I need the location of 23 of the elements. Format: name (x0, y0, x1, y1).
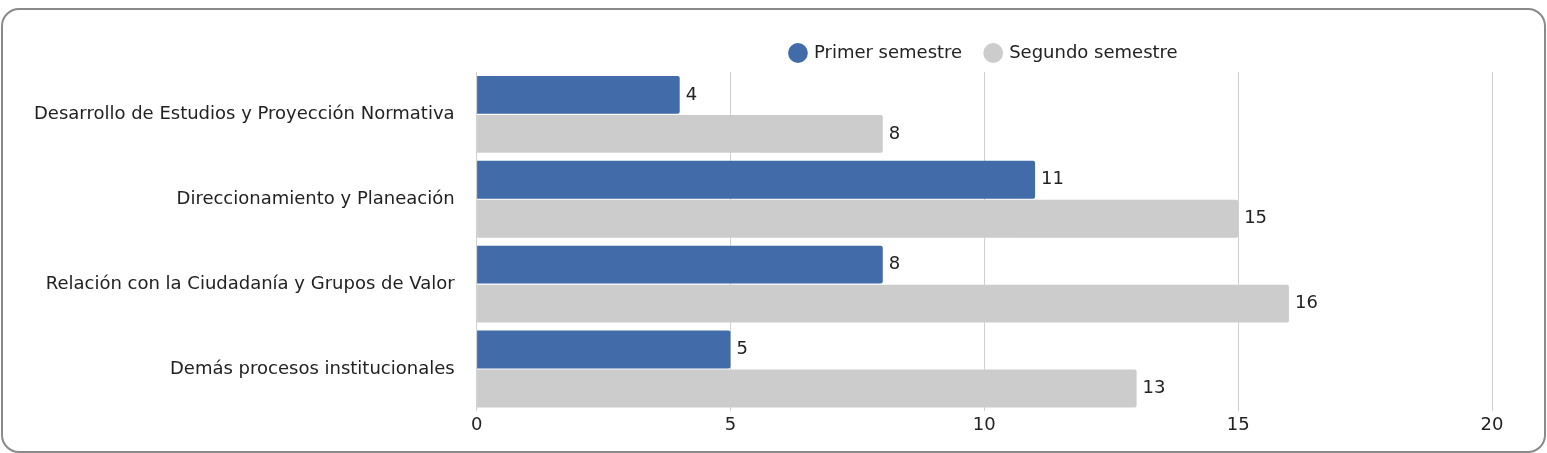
y-tick-label: Demás procesos institucionales (169, 356, 455, 378)
data-label: 16 (1294, 291, 1318, 313)
data-label: 5 (736, 337, 748, 359)
data-label: 4 (685, 82, 698, 104)
x-tick-label: 0 (470, 412, 483, 434)
data-label: 8 (888, 252, 901, 274)
data-label: 13 (1142, 376, 1166, 398)
x-tick-label: 15 (1226, 412, 1250, 434)
data-label: 15 (1244, 206, 1268, 228)
y-tick-label: Direccionamiento y Planeación (176, 186, 455, 208)
bar (477, 75, 680, 114)
data-label: 11 (1041, 167, 1064, 189)
bar (477, 330, 731, 369)
x-tick-label: 10 (972, 412, 996, 434)
y-tick-label: Relación con la Ciudadanía y Grupos de Valor (45, 271, 456, 293)
bar (477, 160, 1036, 199)
y-tick-label: Desarrollo de Estudios y Proyección Normativa (33, 102, 455, 124)
bar (477, 245, 883, 284)
data-label: 8 (888, 121, 901, 143)
x-tick-label: 20 (1480, 412, 1504, 434)
legend-label: Segundo semestre (1009, 40, 1178, 62)
x-tick-label: 5 (724, 412, 737, 434)
legend-label: Primer semestre (813, 40, 963, 62)
